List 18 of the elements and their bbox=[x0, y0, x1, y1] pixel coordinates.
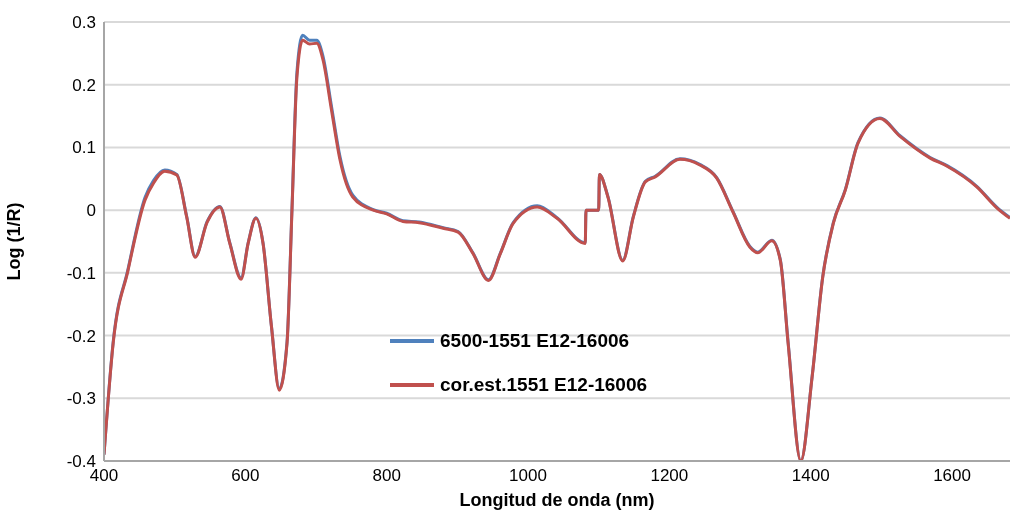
x-tick-label: 1400 bbox=[791, 466, 830, 486]
x-tick-label: 1000 bbox=[509, 466, 547, 486]
legend-label: cor.est.1551 E12-16006 bbox=[440, 374, 648, 396]
x-tick-label: 600 bbox=[231, 466, 260, 486]
y-tick-label: 0.3 bbox=[72, 13, 96, 33]
x-tick-label: 1200 bbox=[650, 466, 689, 486]
y-tick-label: 0.2 bbox=[72, 75, 96, 95]
y-tick-label: -0.1 bbox=[66, 263, 96, 283]
y-tick-label: 0 bbox=[86, 201, 96, 221]
x-tick-label: 1600 bbox=[933, 466, 971, 486]
y-tick-label: -0.3 bbox=[66, 389, 96, 409]
y-tick-label: 0.1 bbox=[72, 138, 96, 158]
legend-label: 6500-1551 E12-16006 bbox=[440, 330, 630, 352]
y-axis-title: Log (1/R) bbox=[4, 202, 25, 281]
x-tick-label: 800 bbox=[372, 466, 401, 486]
y-tick-label: -0.2 bbox=[66, 326, 96, 346]
x-tick-label: 400 bbox=[89, 466, 119, 486]
x-axis-title: Longitud de onda (nm) bbox=[459, 490, 655, 510]
